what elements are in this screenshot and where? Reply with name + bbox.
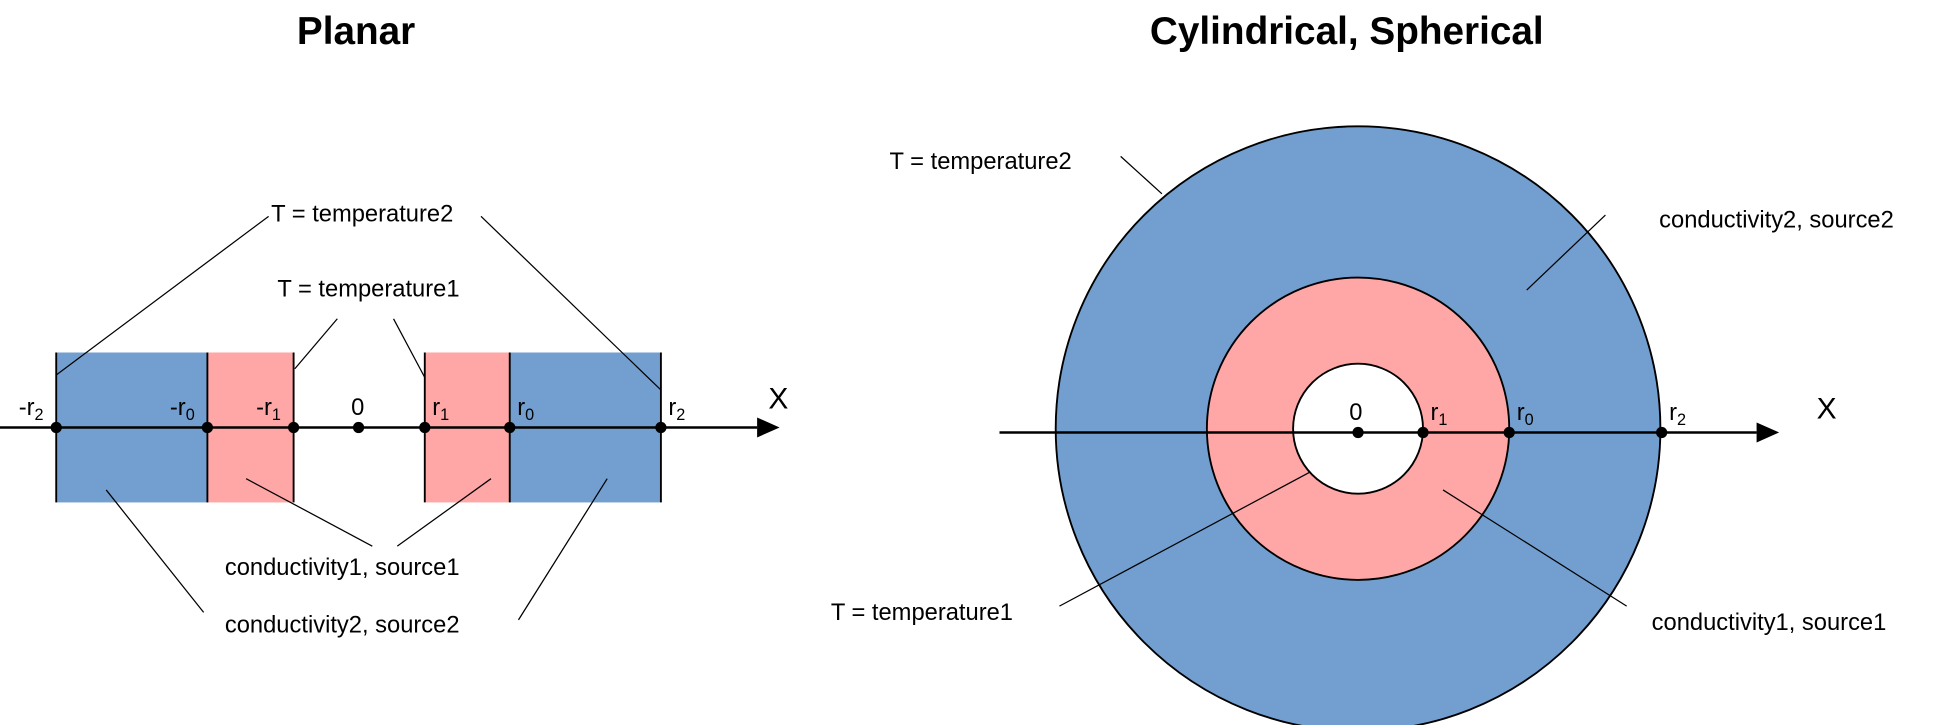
- planar-point-label: r0: [517, 395, 534, 424]
- radial-point-label: 0: [1349, 400, 1362, 426]
- radial-points: 0 r1 r0 r2: [1349, 400, 1686, 439]
- planar-points: -r2 -r0 -r1 0 r1 r0 r2: [19, 395, 685, 434]
- planar-region1-label: conductivity1, source1: [225, 555, 460, 581]
- radial-region2-label: conductivity2, source2: [1659, 208, 1894, 234]
- planar-axis-label: X: [768, 383, 788, 416]
- planar-title: Planar: [297, 10, 415, 53]
- radial-axis-label: X: [1817, 393, 1837, 426]
- radial-panel: Cylindrical, Spherical X 0 r1 r0 r2 T = tem…: [831, 10, 1894, 725]
- planar-point-marker: [504, 421, 516, 434]
- planar-point-label: -r1: [256, 395, 281, 424]
- planar-temperature1-label: T = temperature1: [277, 276, 459, 302]
- planar-point-marker: [50, 421, 62, 434]
- planar-point-marker: [655, 421, 667, 434]
- radial-temperature2-label: T = temperature2: [890, 149, 1072, 175]
- planar-panel: Planar X -r2 -r0 -r1 0 r1 r0 r2 T = temperatur…: [0, 10, 788, 638]
- radial-point-marker: [1503, 426, 1515, 439]
- radial-point-label: r0: [1517, 400, 1534, 429]
- radial-temperature1-label: T = temperature1: [831, 600, 1013, 626]
- planar-point-marker: [201, 421, 214, 434]
- planar-point-label: r1: [432, 395, 449, 424]
- planar-point-label: r2: [668, 395, 685, 424]
- planar-point-label: -r2: [19, 395, 44, 424]
- planar-point-marker: [352, 421, 365, 434]
- planar-axis-arrow-icon: [757, 417, 780, 438]
- planar-point-marker: [287, 421, 300, 434]
- radial-point-label: r2: [1669, 400, 1686, 429]
- planar-leader-lines: [55, 215, 662, 621]
- radial-point-label: r1: [1431, 400, 1448, 429]
- radial-leader-lines: [1059, 155, 1627, 607]
- planar-point-label: 0: [351, 395, 364, 421]
- radial-region1-label: conductivity1, source1: [1652, 610, 1887, 636]
- planar-region2-label: conductivity2, source2: [225, 612, 460, 638]
- radial-title: Cylindrical, Spherical: [1150, 10, 1544, 53]
- planar-temperature2-label: T = temperature2: [271, 201, 453, 227]
- planar-point-label: -r0: [170, 395, 195, 424]
- radial-point-marker: [1656, 426, 1668, 439]
- radial-point-marker: [1417, 426, 1429, 439]
- planar-point-marker: [419, 421, 431, 434]
- radial-axis-arrow-icon: [1756, 422, 1780, 443]
- radial-point-marker: [1352, 426, 1364, 439]
